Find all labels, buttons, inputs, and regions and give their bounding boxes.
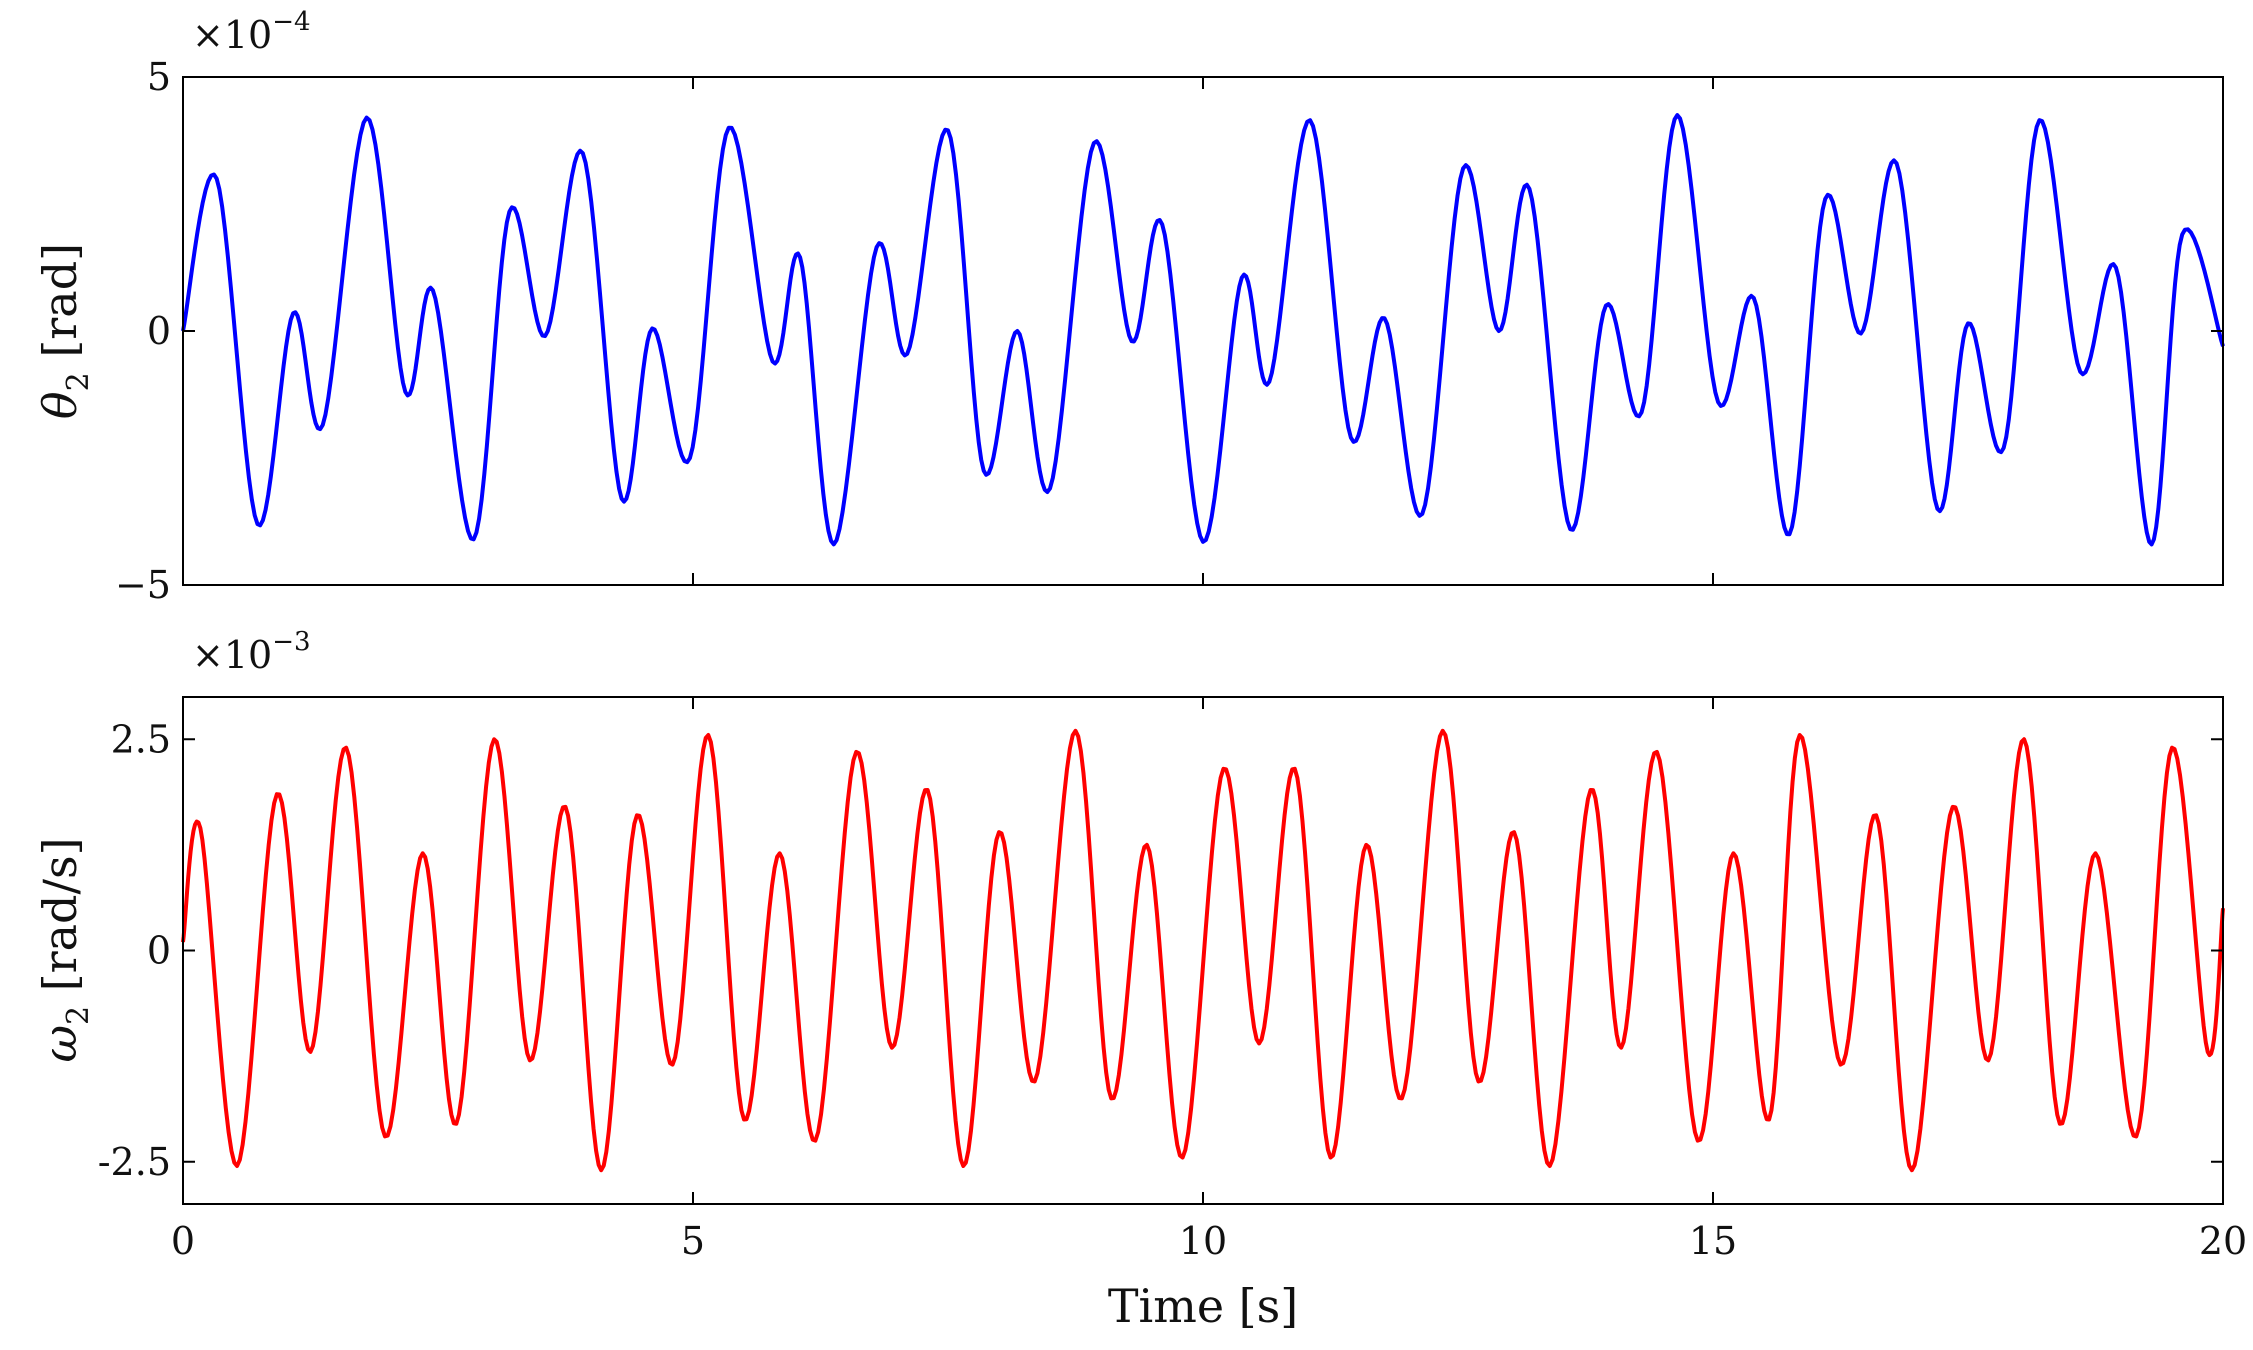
omega-y-ticks: 2.5 0 -2.5	[98, 717, 2223, 1184]
theta-ylabel-symbol: θ	[33, 391, 87, 419]
omega-x-tick-label: 0	[171, 1219, 195, 1263]
omega-series	[181, 728, 2225, 1173]
omega-x-tick-label: 10	[1179, 1219, 1227, 1263]
omega-ylabel: ω2 [rad/s]	[33, 837, 96, 1062]
omega-plot-frame	[182, 696, 2224, 1205]
theta-y-tick-label: 5	[147, 55, 171, 99]
omega-scale-base: ×10	[192, 633, 272, 677]
theta-scale-exponent: −4	[272, 7, 310, 37]
theta-scale-base: ×10	[192, 13, 272, 57]
omega-scale-exponent: −3	[272, 627, 310, 657]
theta-y-tick-label: 0	[147, 309, 171, 353]
omega-x-ticks: 0 5 10 15 20	[171, 697, 2247, 1263]
theta-ylabel: θ2 [rad]	[33, 243, 96, 419]
omega-xlabel: Time [s]	[1108, 1279, 1298, 1333]
omega-ylabel-unit: [rad/s]	[33, 837, 87, 1005]
theta-scale-label: ×10−4	[192, 7, 311, 57]
omega-series-line	[181, 728, 2225, 1173]
omega-y-tick-label: 0	[147, 929, 171, 973]
theta-panel: 5 0 −5 ×10−4 θ2 [rad]	[33, 7, 2225, 607]
theta-series	[181, 113, 2225, 547]
omega-y-tick-label: 2.5	[111, 717, 171, 761]
theta-y-tick-label: −5	[115, 563, 171, 607]
omega-x-tick-label: 20	[2199, 1219, 2247, 1263]
theta-plot-frame	[182, 76, 2224, 586]
omega-ylabel-symbol: ω	[33, 1025, 87, 1063]
theta-series-line	[181, 113, 2225, 547]
omega-ylabel-subscript: 2	[61, 1006, 96, 1025]
theta-ylabel-unit: [rad]	[33, 243, 87, 372]
omega-x-tick-label: 5	[681, 1219, 705, 1263]
omega-panel: 2.50-2.5 0 5 10 15 20 ×10−3 ω2 [rad/s] Time …	[33, 627, 2247, 1333]
omega-y-tick-label: -2.5	[98, 1140, 171, 1184]
omega-scale-label: ×10−3	[192, 627, 311, 677]
theta-ylabel-subscript: 2	[61, 372, 96, 391]
omega-x-tick-label: 15	[1689, 1219, 1737, 1263]
